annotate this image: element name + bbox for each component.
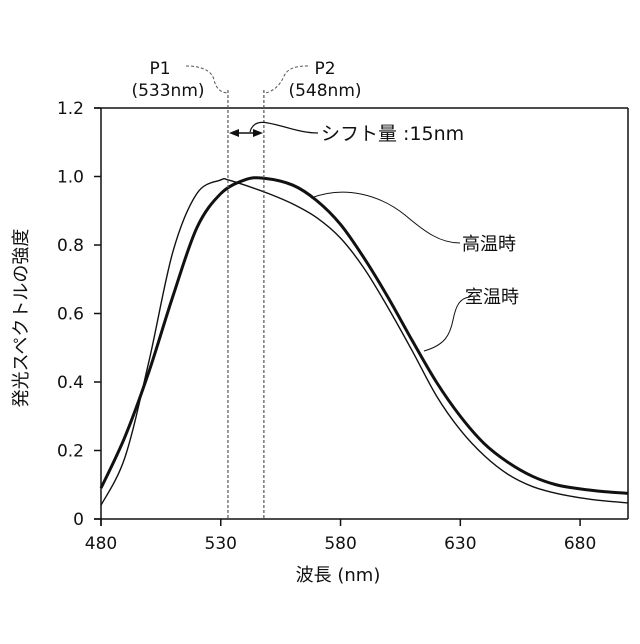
- series-line-high-temp: [101, 178, 628, 494]
- x-axis-label: 波長 (nm): [296, 565, 381, 586]
- p2-label: P2: [314, 59, 335, 79]
- y-tick-label: 1.2: [57, 99, 84, 119]
- x-tick-label: 630: [444, 534, 476, 554]
- p1-label: P1: [149, 59, 170, 79]
- x-tick-label: 480: [85, 534, 117, 554]
- p2-value: (548nm): [288, 81, 361, 101]
- y-tick-label: 0.4: [57, 373, 84, 393]
- y-tick-label: 0.8: [57, 236, 84, 256]
- high-temp-label: 高温時: [462, 234, 516, 255]
- shift-label: シフト量 :15nm: [321, 123, 464, 145]
- axes: [94, 108, 628, 526]
- room-temp-label: 室温時: [465, 287, 519, 308]
- p1-value: (533nm): [131, 81, 204, 101]
- room-temp-leader: [424, 297, 470, 351]
- shift-double-arrow: [229, 129, 263, 137]
- y-tick-label: 0.6: [57, 305, 84, 325]
- y-tick-label: 0.2: [57, 442, 84, 462]
- spectrum-chart: 0 0.2 0.4 0.6 0.8 1.0 1.2 480 530 580 630 680 波長 (…: [0, 0, 640, 640]
- x-tick-label: 530: [205, 534, 237, 554]
- x-tick-label: 680: [564, 534, 596, 554]
- x-tick-label: 580: [324, 534, 356, 554]
- y-tick-label: 1.0: [57, 168, 84, 188]
- y-tick-label: 0: [73, 510, 84, 530]
- series-line-room-temp: [101, 179, 628, 506]
- y-axis-label: 発光スペクトルの強度: [11, 229, 32, 408]
- shift-leader: [250, 122, 318, 133]
